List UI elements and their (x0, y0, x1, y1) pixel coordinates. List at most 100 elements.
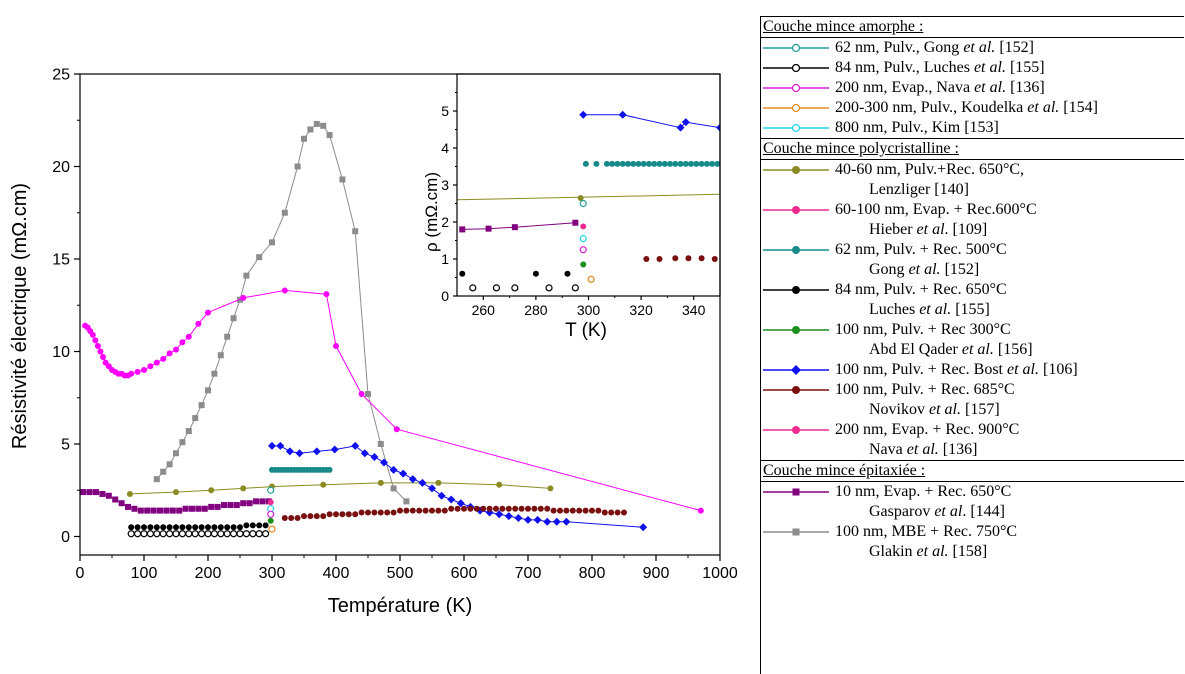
inset-series-1 (582, 160, 720, 167)
main-series-2-point (169, 507, 176, 514)
main-series-9-point (267, 486, 275, 494)
inset-series-10 (587, 275, 595, 283)
inset-series-2-line (457, 193, 720, 201)
main-series-2-point (144, 507, 151, 514)
main-series-1-point (195, 320, 202, 327)
main-series-2-point (189, 505, 195, 512)
inset-y-axis-label: ρ (mΩ.cm) (422, 172, 441, 252)
main-series-8-point (166, 530, 174, 538)
main-series-0-point (173, 450, 179, 457)
main-series-0-point (205, 387, 211, 394)
inset-series-0-point (618, 110, 627, 119)
main-series-7-point (211, 524, 218, 531)
main-series-7-point (249, 522, 256, 529)
main-series-3-point (377, 479, 384, 486)
main-series-1-point (240, 294, 247, 301)
inset-series-1-point (667, 160, 674, 167)
inset-series-1-point (709, 160, 716, 167)
legend-entry-segment: . [109] (944, 221, 988, 238)
main-series-8-point (127, 530, 135, 538)
main-series-12 (268, 525, 276, 533)
inset-series-1-point (614, 160, 621, 167)
main-series-0-point (192, 415, 199, 422)
main-series-6-point (416, 507, 423, 514)
main-series-2-point (157, 507, 163, 514)
legend-entry-italic: et al. (963, 39, 996, 56)
main-series-0-point (320, 122, 327, 129)
main-series-2-point (163, 507, 170, 514)
main-series-7-point (179, 524, 186, 531)
main-x-tick-label: 100 (131, 565, 158, 582)
inset-series-4-point (485, 225, 492, 232)
main-series-2-point (208, 503, 215, 510)
main-x-tick-label: 1000 (702, 565, 738, 582)
main-series-8-point (178, 530, 186, 538)
legend-entry-text: Gasparov et al. [144] (869, 502, 1005, 522)
main-series-2-point (214, 503, 221, 510)
legend-entry-segment: 200-300 nm, Pulv., Koudelka (835, 99, 1028, 116)
inset-series-13-point (698, 255, 705, 262)
main-series-0-point (326, 132, 333, 139)
main-series-6-point (557, 507, 563, 514)
main-series-0-point (352, 228, 359, 235)
legend-entry: 10 nm, Evap. + Rec. 650°C Gasparov et al.… (761, 482, 1184, 522)
inset-series-13-point (672, 255, 679, 262)
main-series-5-point (380, 458, 388, 467)
main-series-7-point (147, 524, 154, 531)
main-series-6-point (448, 505, 455, 512)
main-series-3-point (240, 485, 247, 492)
main-series-1-point (333, 342, 339, 349)
main-series-0-point (179, 439, 186, 446)
main-series-2-point (99, 490, 106, 497)
legend-entry: 200 nm, Evap. + Rec. 900°C Nava et al. [1… (761, 420, 1184, 460)
legend-entry-segment: [152] (940, 261, 980, 278)
legend-entry-text: Abd El Qader et al. [156] (869, 340, 1033, 360)
main-series-5-point (268, 441, 276, 450)
inset-series-9 (580, 261, 587, 268)
main-series-1-point (185, 333, 192, 340)
legend-entry-segment: 100 nm, Pulv. + Rec. Bost (835, 361, 1007, 378)
main-series-5-point (295, 449, 304, 458)
main-series-5-point (447, 495, 456, 504)
inset-series-1-point (640, 160, 647, 167)
inset-series-6-point (580, 223, 587, 230)
legend-entry-text: 100 nm, Pulv. + Rec. 685°C (835, 380, 1015, 400)
legend-entry-italic: et al (934, 503, 963, 520)
main-x-tick-label: 700 (515, 565, 542, 582)
legend-entry-segment: 40-60 nm, Pulv.+Rec. 650°C, (835, 161, 1025, 178)
legend-entry-text: 100 nm, Pulv. + Rec. Bost et al. [106] (835, 360, 1078, 380)
legend-entry-italic: et al. (961, 341, 994, 358)
legend-entry-segment: Nava (869, 441, 907, 458)
main-series-6-point (429, 507, 435, 514)
main-series-0-point (185, 428, 192, 435)
main-series-2 (80, 489, 272, 514)
main-series-5-point (285, 447, 294, 456)
main-series-2-point (118, 500, 125, 507)
main-series-7 (128, 522, 269, 531)
legend-entry-segment: Lenzliger [140] (869, 181, 969, 198)
inset-y-tick-label: 1 (441, 251, 449, 267)
main-series-6-point (352, 511, 359, 518)
main-series-6-point (371, 509, 378, 516)
main-series-3 (126, 479, 554, 497)
main-series-6-point (454, 505, 461, 512)
legend-swatch (763, 286, 829, 294)
legend-entry-text: 100 nm, Pulv. + Rec 300°C (835, 320, 1011, 340)
legend-entry-segment: 84 nm, Pulv. + Rec. 650°C (835, 281, 1007, 298)
inset-y-tick-label: 2 (441, 214, 449, 230)
main-series-8-point (236, 530, 244, 538)
main-x-axis-label: Température (K) (328, 595, 473, 617)
inset-series-0-point (716, 123, 720, 132)
inset-series-1-point (603, 160, 610, 167)
main-series-7-point (173, 524, 179, 531)
inset-series-12-point (511, 284, 519, 292)
inset-series-4-point (459, 226, 466, 233)
main-series-7-point (128, 524, 135, 531)
main-series-3-point (496, 481, 503, 488)
legend-entry: 62 nm, Pulv., Gong et al. [152] (761, 38, 1184, 58)
main-x-tick-label: 300 (259, 565, 286, 582)
main-series-6-point (505, 505, 512, 512)
main-series-1-point (697, 507, 704, 514)
inset-series-12-point (492, 284, 501, 292)
main-series-7-point (192, 524, 199, 531)
